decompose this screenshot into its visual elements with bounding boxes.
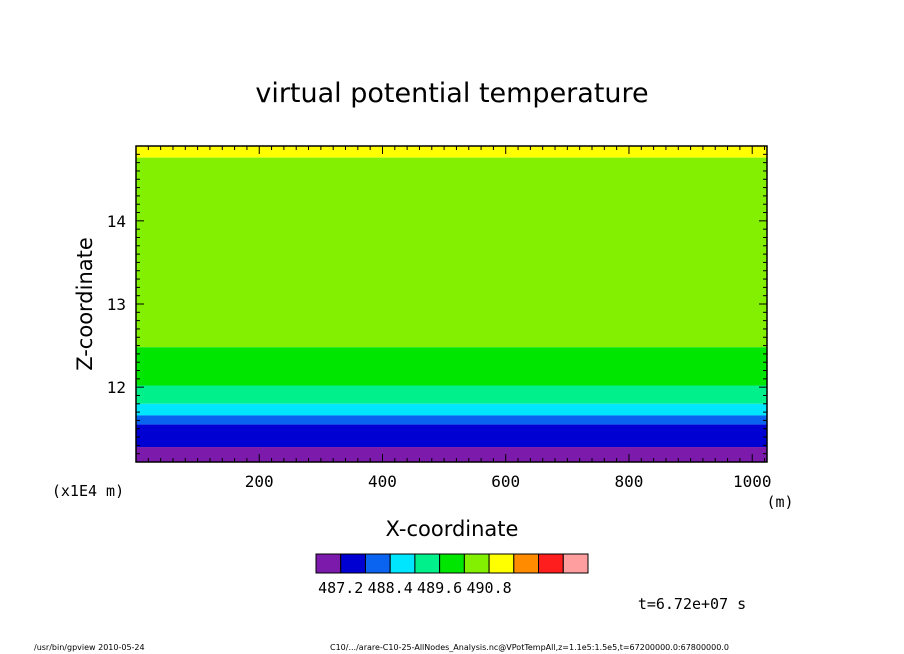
y-axis-unit: (x1E4 m)	[52, 482, 124, 500]
y-tick-label: 12	[107, 378, 126, 397]
colorbar	[315, 553, 589, 574]
colorbar-cell	[513, 553, 540, 574]
colorbar-cell	[562, 553, 589, 574]
colorbar-cell	[414, 553, 441, 574]
plot-area	[136, 146, 767, 462]
x-tick-label: 400	[368, 472, 397, 491]
colorbar-labels: 487.2 488.4 489.6 490.8	[318, 579, 512, 597]
x-axis-label: X-coordinate	[386, 517, 519, 541]
colorbar-cell	[389, 553, 416, 574]
y-axis-label: Z-coordinate	[73, 237, 97, 371]
footer-left: /usr/bin/gpview 2010-05-24	[34, 643, 145, 652]
colorbar-cell	[315, 553, 342, 574]
colorbar-cell	[439, 553, 465, 574]
contour-band-4	[136, 403, 767, 416]
chart-title: virtual potential temperature	[255, 78, 648, 109]
x-tick-label: 800	[615, 472, 644, 491]
contour-band-6	[136, 424, 767, 448]
footer-right: C10/.../arare-C10-25-AllNodes_Analysis.n…	[330, 643, 729, 652]
axis-tick-labels: 200 400 600 800 1000 12 13 14	[107, 212, 772, 491]
contour-band-0	[136, 146, 767, 158]
colorbar-cell	[538, 553, 564, 574]
colorbar-label: 489.6	[417, 579, 462, 597]
contour-band-3	[136, 385, 767, 404]
y-tick-label: 13	[107, 295, 126, 314]
x-tick-label: 1000	[733, 472, 772, 491]
x-axis-unit: (m)	[766, 493, 793, 511]
axis-ticks	[136, 145, 767, 463]
colorbar-label: 488.4	[368, 579, 413, 597]
x-tick-label: 200	[245, 472, 274, 491]
colorbar-cell	[340, 553, 366, 574]
colorbar-label: 490.8	[467, 579, 512, 597]
contour-band-1	[136, 157, 767, 348]
contour-band-7	[136, 447, 767, 462]
contour-band-5	[136, 415, 767, 425]
x-tick-label: 600	[491, 472, 520, 491]
time-label: t=6.72e+07 s	[638, 595, 746, 613]
colorbar-cell	[488, 553, 515, 574]
colorbar-cell	[364, 553, 391, 574]
colorbar-cell	[463, 553, 490, 574]
y-tick-label: 14	[107, 212, 126, 231]
colorbar-label: 487.2	[318, 579, 363, 597]
contour-band-2	[136, 347, 767, 386]
